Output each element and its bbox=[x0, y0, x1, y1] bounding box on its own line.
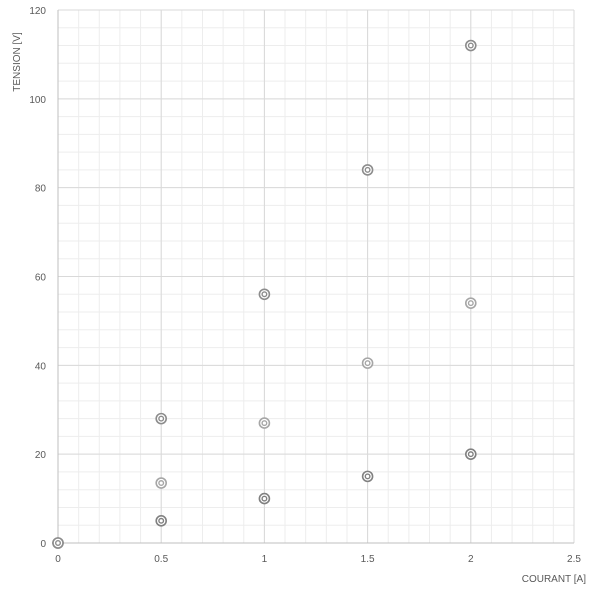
y-tick-label: 20 bbox=[35, 450, 47, 461]
point-outer-ring bbox=[464, 297, 477, 309]
x-tick-label: 0 bbox=[55, 554, 61, 565]
y-tick-label: 100 bbox=[29, 95, 46, 106]
series-3 bbox=[52, 39, 477, 549]
data-point bbox=[258, 492, 271, 505]
x-axis-title: COURANT [A] bbox=[522, 574, 586, 585]
y-tick-label: 0 bbox=[40, 539, 46, 550]
point-outer-ring bbox=[464, 39, 477, 52]
x-tick-label: 2.5 bbox=[567, 554, 581, 565]
point-inner-ring bbox=[158, 517, 165, 524]
x-tick-labels: 0 0.5 1 1.5 2 2.5 bbox=[55, 554, 581, 565]
point-inner-ring bbox=[364, 360, 371, 367]
y-tick-label: 40 bbox=[35, 361, 47, 372]
point-outer-ring bbox=[361, 164, 374, 176]
point-inner-ring bbox=[467, 300, 474, 307]
data-point bbox=[464, 297, 477, 309]
data-point bbox=[155, 477, 167, 489]
data-point bbox=[155, 412, 167, 425]
point-inner-ring bbox=[55, 540, 62, 547]
x-tick-label: 0.5 bbox=[154, 554, 168, 565]
point-inner-ring bbox=[261, 291, 268, 298]
data-points bbox=[52, 39, 477, 549]
point-outer-ring bbox=[258, 492, 271, 505]
point-inner-ring bbox=[261, 495, 268, 502]
y-tick-labels: 0 20 40 60 80 100 120 bbox=[29, 6, 46, 550]
data-point bbox=[361, 357, 374, 369]
data-point bbox=[464, 448, 477, 460]
x-tick-label: 1 bbox=[262, 554, 268, 565]
point-outer-ring bbox=[155, 412, 167, 425]
data-point bbox=[52, 537, 64, 549]
axes bbox=[57, 10, 574, 544]
y-tick-label: 120 bbox=[29, 6, 46, 17]
data-point bbox=[258, 288, 271, 301]
point-inner-ring bbox=[467, 451, 474, 458]
major-gridlines bbox=[57, 9, 575, 544]
point-outer-ring bbox=[464, 448, 477, 460]
x-tick-label: 1.5 bbox=[361, 554, 375, 565]
point-inner-ring bbox=[364, 473, 371, 480]
point-inner-ring bbox=[467, 42, 474, 49]
point-outer-ring bbox=[258, 288, 271, 301]
point-inner-ring bbox=[364, 166, 371, 173]
point-outer-ring bbox=[155, 514, 167, 527]
point-outer-ring bbox=[155, 477, 167, 489]
y-tick-label: 80 bbox=[35, 184, 47, 195]
point-inner-ring bbox=[261, 420, 268, 427]
y-tick-label: 60 bbox=[35, 273, 47, 284]
x-tick-label: 2 bbox=[468, 554, 474, 565]
point-outer-ring bbox=[258, 417, 271, 429]
data-point bbox=[155, 514, 167, 527]
data-point bbox=[361, 470, 374, 483]
point-inner-ring bbox=[158, 480, 165, 487]
point-outer-ring bbox=[361, 470, 374, 483]
point-outer-ring bbox=[52, 537, 64, 549]
y-axis-title: TENSION [V] bbox=[12, 32, 23, 92]
point-outer-ring bbox=[361, 357, 374, 369]
data-point bbox=[464, 39, 477, 52]
data-point bbox=[361, 164, 374, 176]
point-inner-ring bbox=[158, 415, 165, 422]
data-point bbox=[258, 417, 271, 429]
